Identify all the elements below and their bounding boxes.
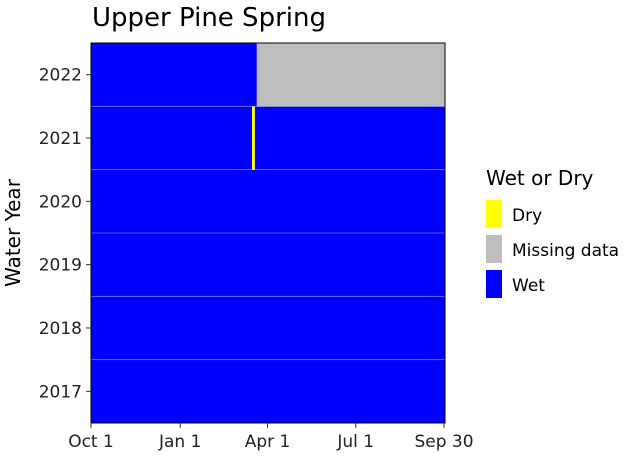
y-tick-label: 2021: [39, 129, 82, 149]
cell-2022-0: [91, 43, 257, 107]
cell-2021-2: [254, 106, 445, 170]
legend-swatch: [486, 270, 502, 298]
cell-2021-0: [91, 106, 252, 170]
x-tick-label: Jul 1: [336, 432, 374, 452]
y-tick-label: 2019: [39, 256, 82, 276]
legend: Wet or Dry Dry Missing data Wet: [486, 166, 619, 298]
legend-label: Missing data: [512, 241, 619, 261]
y-tick-label: 2017: [39, 382, 82, 402]
y-axis-title: Water Year: [1, 178, 25, 287]
cell-2022-1: [256, 43, 445, 107]
x-axis: Oct 1 Jan 1 Apr 1 Jul 1 Sep 30: [68, 423, 474, 452]
y-tick-label: 2020: [39, 192, 82, 212]
y-tick-label: 2018: [39, 319, 82, 339]
cell-2019-0: [91, 233, 445, 297]
x-tick-label: Sep 30: [414, 432, 473, 452]
cell-2017-0: [91, 359, 445, 423]
x-tick-label: Apr 1: [245, 432, 291, 452]
x-tick-label: Oct 1: [68, 432, 114, 452]
cell-2018-0: [91, 296, 445, 360]
chart-title: Upper Pine Spring: [92, 3, 326, 33]
legend-swatch: [486, 235, 502, 263]
y-tick-label: 2022: [39, 66, 82, 86]
x-tick-label: Jan 1: [158, 432, 201, 452]
legend-swatch: [486, 200, 502, 228]
grid: [91, 105, 445, 361]
heatmap-cells: [91, 43, 445, 423]
cell-2021-1: [251, 106, 255, 170]
legend-label: Wet: [512, 276, 545, 296]
y-axis: 2017 2018 2019 2020 2021 2022: [39, 66, 91, 402]
legend-title: Wet or Dry: [486, 166, 594, 190]
legend-label: Dry: [512, 206, 542, 226]
cell-2020-0: [91, 169, 445, 233]
